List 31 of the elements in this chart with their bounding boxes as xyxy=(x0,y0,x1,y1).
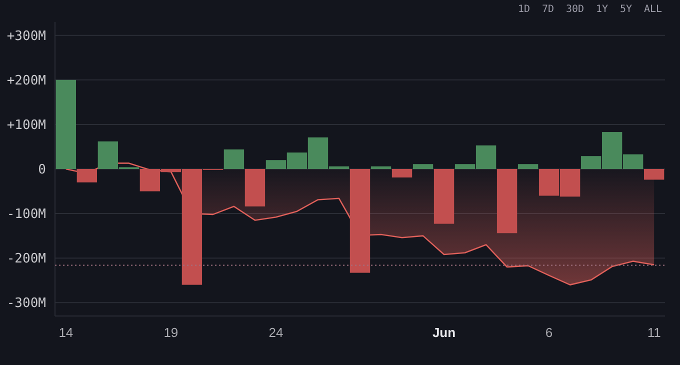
y-tick-label: 0 xyxy=(38,162,46,178)
text: 7D xyxy=(542,4,554,15)
x-tick-label: 6 xyxy=(545,325,553,340)
bar xyxy=(412,164,434,169)
x-tick-label: 14 xyxy=(58,325,74,340)
bar xyxy=(518,164,538,169)
text: 5Y xyxy=(620,4,632,15)
text: 30D xyxy=(566,4,584,15)
text: 1D xyxy=(518,4,530,15)
bar xyxy=(350,169,370,273)
y-tick-label: +100M xyxy=(6,118,46,134)
y-tick-label: -200M xyxy=(6,252,46,267)
bar xyxy=(56,80,76,169)
bar xyxy=(370,166,392,169)
x-tick-label: 24 xyxy=(268,325,284,340)
text: 1Y xyxy=(596,4,608,15)
y-tick-label: -300M xyxy=(6,296,46,312)
bar xyxy=(392,169,412,178)
x-tick-label: 19 xyxy=(164,325,178,340)
bar xyxy=(224,149,244,169)
x-tick-label: Jun xyxy=(432,325,456,340)
y-tick-label: +200M xyxy=(6,73,46,88)
y-tick-label: +300M xyxy=(6,28,46,44)
bar xyxy=(76,169,98,182)
bar xyxy=(434,169,454,224)
x-tick-label: 11 xyxy=(647,325,661,340)
text: ALL xyxy=(644,4,662,15)
bar xyxy=(496,169,518,234)
bar xyxy=(644,169,664,180)
y-tick-label: -100M xyxy=(6,207,46,222)
bar xyxy=(244,169,266,206)
